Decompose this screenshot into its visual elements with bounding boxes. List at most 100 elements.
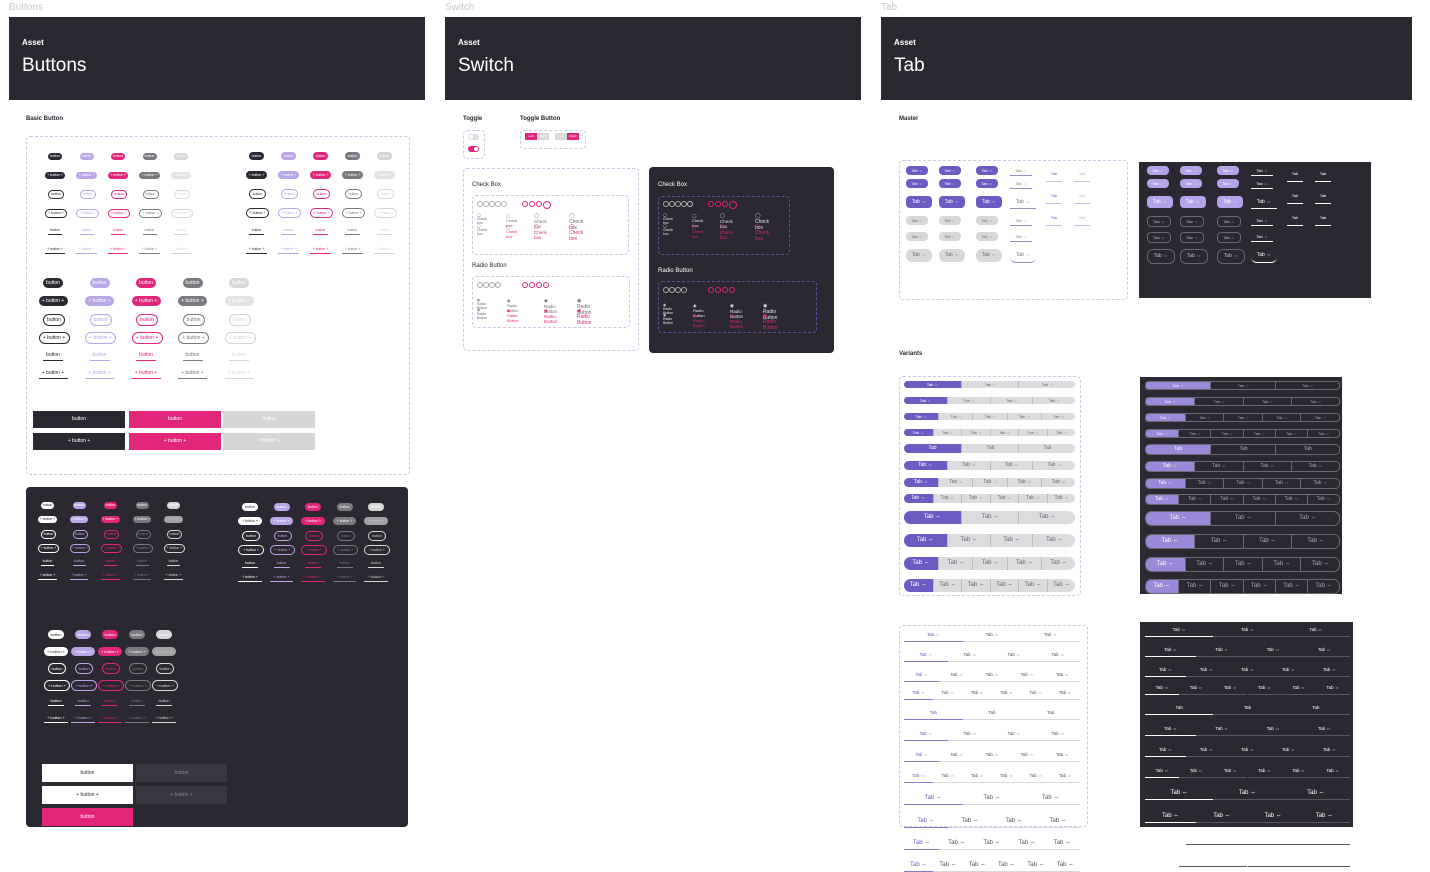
button-fill-4[interactable]: button — [368, 503, 384, 511]
master-tab-3-0[interactable]: Tab ⇔ — [1147, 216, 1171, 227]
button-outline-0[interactable]: + button + — [44, 679, 70, 691]
button-text-4[interactable]: button — [229, 350, 249, 361]
tab-segment-9-2[interactable]: Tab ⇔ — [1242, 535, 1292, 548]
checkbox-option-0-1[interactable]: ◯ Check box — [506, 213, 518, 228]
underline-tab-5-3[interactable]: Tab ⇔ — [1036, 730, 1080, 741]
tab-segment-4-0[interactable]: Tab — [1146, 445, 1211, 454]
master-vertical-tab-0-1[interactable]: Tab — [1046, 193, 1062, 204]
button-text-2[interactable]: button — [111, 227, 125, 235]
button-text-0[interactable]: + button + — [38, 572, 57, 580]
button-outline-1[interactable]: + button + — [269, 545, 296, 555]
dark-bar-button-4[interactable]: button — [42, 808, 133, 826]
master-vertical-tab-1-2[interactable]: Tab — [1074, 215, 1090, 226]
tab-segment-3-5[interactable]: Tab ⇔ — [1046, 429, 1076, 436]
master-vertical-tab-1-0[interactable]: Tab — [1074, 171, 1090, 182]
radio-option-0-3[interactable]: ◉ Radio Button — [577, 298, 592, 316]
tab-segment-4-2[interactable]: Tab — [1274, 445, 1339, 454]
dark-bar-button-2[interactable]: + button + — [42, 786, 133, 804]
button-fill-2[interactable]: + button + — [107, 171, 129, 179]
tab-segment-3-5[interactable]: Tab ⇔ — [1306, 430, 1339, 437]
master-vertical-tab-1-2[interactable]: Tab — [1315, 215, 1331, 226]
checkbox-option-1-1[interactable]: ◯ Check box — [692, 224, 704, 239]
button-text-0[interactable]: button — [242, 559, 258, 568]
checkbox-error-state-3[interactable] — [543, 201, 551, 209]
underline-tab-8-2[interactable]: Tab ⇔ — [1281, 789, 1350, 800]
master-tab-3-3[interactable]: Tab ⇔ — [1251, 216, 1273, 226]
toggle-on[interactable] — [468, 146, 479, 152]
button-fill-0[interactable]: button — [48, 153, 62, 160]
underline-tab-7-2[interactable]: Tab ⇔ — [1213, 767, 1248, 778]
underline-tab-6-4[interactable]: Tab ⇔ — [1044, 751, 1080, 762]
button-text-0[interactable]: button — [48, 227, 62, 235]
underline-tab-7-4[interactable]: Tab ⇔ — [1281, 767, 1316, 778]
tab-segment-10-3[interactable]: Tab ⇔ — [1006, 557, 1042, 570]
button-outline-2[interactable]: + button + — [131, 332, 163, 344]
master-tab-4-0[interactable]: Tab ⇔ — [1147, 232, 1171, 243]
master-tab-2-3[interactable]: Tab ⇔ — [1251, 196, 1277, 209]
underline-tab-5-2[interactable]: Tab ⇔ — [992, 730, 1036, 741]
master-tab-5-1[interactable]: Tab ⇔ — [939, 249, 965, 262]
radio-option-1-2[interactable]: ◉ Radio Button — [730, 313, 744, 329]
master-tab-1-1[interactable]: Tab ⇔ — [939, 179, 961, 188]
tab-segment-2-4[interactable]: Tab ⇔ — [1040, 413, 1075, 420]
underline-tab-9-0[interactable]: Tab ⇔ — [1145, 812, 1197, 823]
button-outline-2[interactable]: button — [305, 531, 323, 541]
button-text-2[interactable]: + button + — [131, 368, 161, 379]
dark-bar-button-1[interactable]: button — [136, 764, 227, 782]
master-tab-5-2[interactable]: Tab ⇔ — [976, 249, 1002, 262]
checkbox-error-state-0[interactable] — [708, 201, 714, 207]
radio-state-3[interactable] — [681, 287, 687, 293]
tab-segment-7-0[interactable]: Tab ⇔ — [904, 494, 933, 503]
master-tab-0-0[interactable]: Tab ⇔ — [906, 166, 928, 175]
button-text-2[interactable]: button — [313, 226, 328, 235]
underline-tab-9-2[interactable]: Tab ⇔ — [1247, 812, 1299, 823]
radio-option-1-1[interactable]: ◉ Radio Button — [507, 308, 519, 323]
underline-tab-3-0[interactable]: Tab ⇔ — [1145, 684, 1180, 695]
button-fill-1[interactable]: + button + — [85, 296, 114, 306]
button-fill-4[interactable]: + button + — [170, 171, 192, 179]
underline-tab-0-1[interactable]: Tab ⇔ — [962, 631, 1022, 642]
button-text-3[interactable]: button — [135, 558, 149, 566]
radio-option-1-1[interactable]: ◉ Radio Button — [693, 313, 705, 328]
radio-error-state-3[interactable] — [729, 287, 735, 293]
checkbox-option-1-2[interactable]: ◯ Check box — [534, 224, 547, 240]
button-outline-2[interactable]: button — [313, 189, 330, 199]
master-vertical-tab-0-1[interactable]: Tab — [1287, 193, 1303, 204]
tab-segment-6-0[interactable]: Tab ⇔ — [904, 478, 939, 487]
master-tab-1-3[interactable]: Tab ⇔ — [1251, 179, 1273, 189]
underline-tab-9-2[interactable]: Tab ⇔ — [992, 817, 1036, 828]
button-text-1[interactable]: button — [273, 559, 290, 568]
underline-tab-5-1[interactable]: Tab ⇔ — [1196, 725, 1248, 736]
tab-segment-3-3[interactable]: Tab ⇔ — [989, 429, 1020, 436]
underline-tab-7-1[interactable]: Tab ⇔ — [1179, 767, 1214, 778]
bar-button-5[interactable]: + button + — [223, 433, 315, 450]
underline-tab-0-2[interactable]: Tab ⇔ — [1021, 631, 1080, 642]
button-outline-3[interactable]: + button + — [125, 679, 151, 691]
tab-segment-7-2[interactable]: Tab ⇔ — [1210, 495, 1243, 504]
checkbox-error-state-0[interactable] — [522, 201, 528, 207]
underline-tab-11-5[interactable]: Tab ⇔ — [1315, 856, 1350, 867]
tab-segment-11-0[interactable]: Tab ⇔ — [904, 579, 933, 592]
underline-tab-6-2[interactable]: Tab ⇔ — [974, 751, 1010, 762]
radio-state-2[interactable] — [675, 287, 681, 293]
button-outline-4[interactable]: + button + — [373, 207, 398, 218]
master-tab-1-1[interactable]: Tab ⇔ — [1180, 179, 1202, 188]
tab-segment-2-4[interactable]: Tab ⇔ — [1300, 414, 1339, 421]
tab-segment-9-0[interactable]: Tab ⇔ — [1146, 535, 1195, 548]
button-fill-2[interactable]: button — [136, 278, 156, 288]
radio-state-1[interactable] — [483, 282, 489, 288]
radio-state-3[interactable] — [495, 282, 501, 288]
button-text-2[interactable]: + button + — [301, 573, 325, 582]
underline-tab-8-1[interactable]: Tab ⇔ — [962, 794, 1022, 805]
master-tab-3-3[interactable]: Tab ⇔ — [1010, 216, 1032, 226]
radio-option-1-2[interactable]: ◉ Radio Button — [544, 308, 558, 324]
tab-segment-8-0[interactable]: Tab ⇔ — [904, 511, 961, 524]
tab-segment-1-0[interactable]: Tab ⇔ — [1146, 398, 1195, 405]
tab-segment-3-0[interactable]: Tab ⇔ — [904, 429, 933, 436]
button-fill-3[interactable]: + button + — [178, 296, 207, 306]
master-tab-1-0[interactable]: Tab ⇔ — [906, 179, 928, 188]
toggle-right-inactive[interactable]: Right — [537, 133, 549, 140]
tab-segment-6-1[interactable]: Tab ⇔ — [1184, 479, 1225, 488]
master-tab-1-3[interactable]: Tab ⇔ — [1010, 179, 1032, 189]
button-text-4[interactable]: button — [156, 696, 172, 706]
